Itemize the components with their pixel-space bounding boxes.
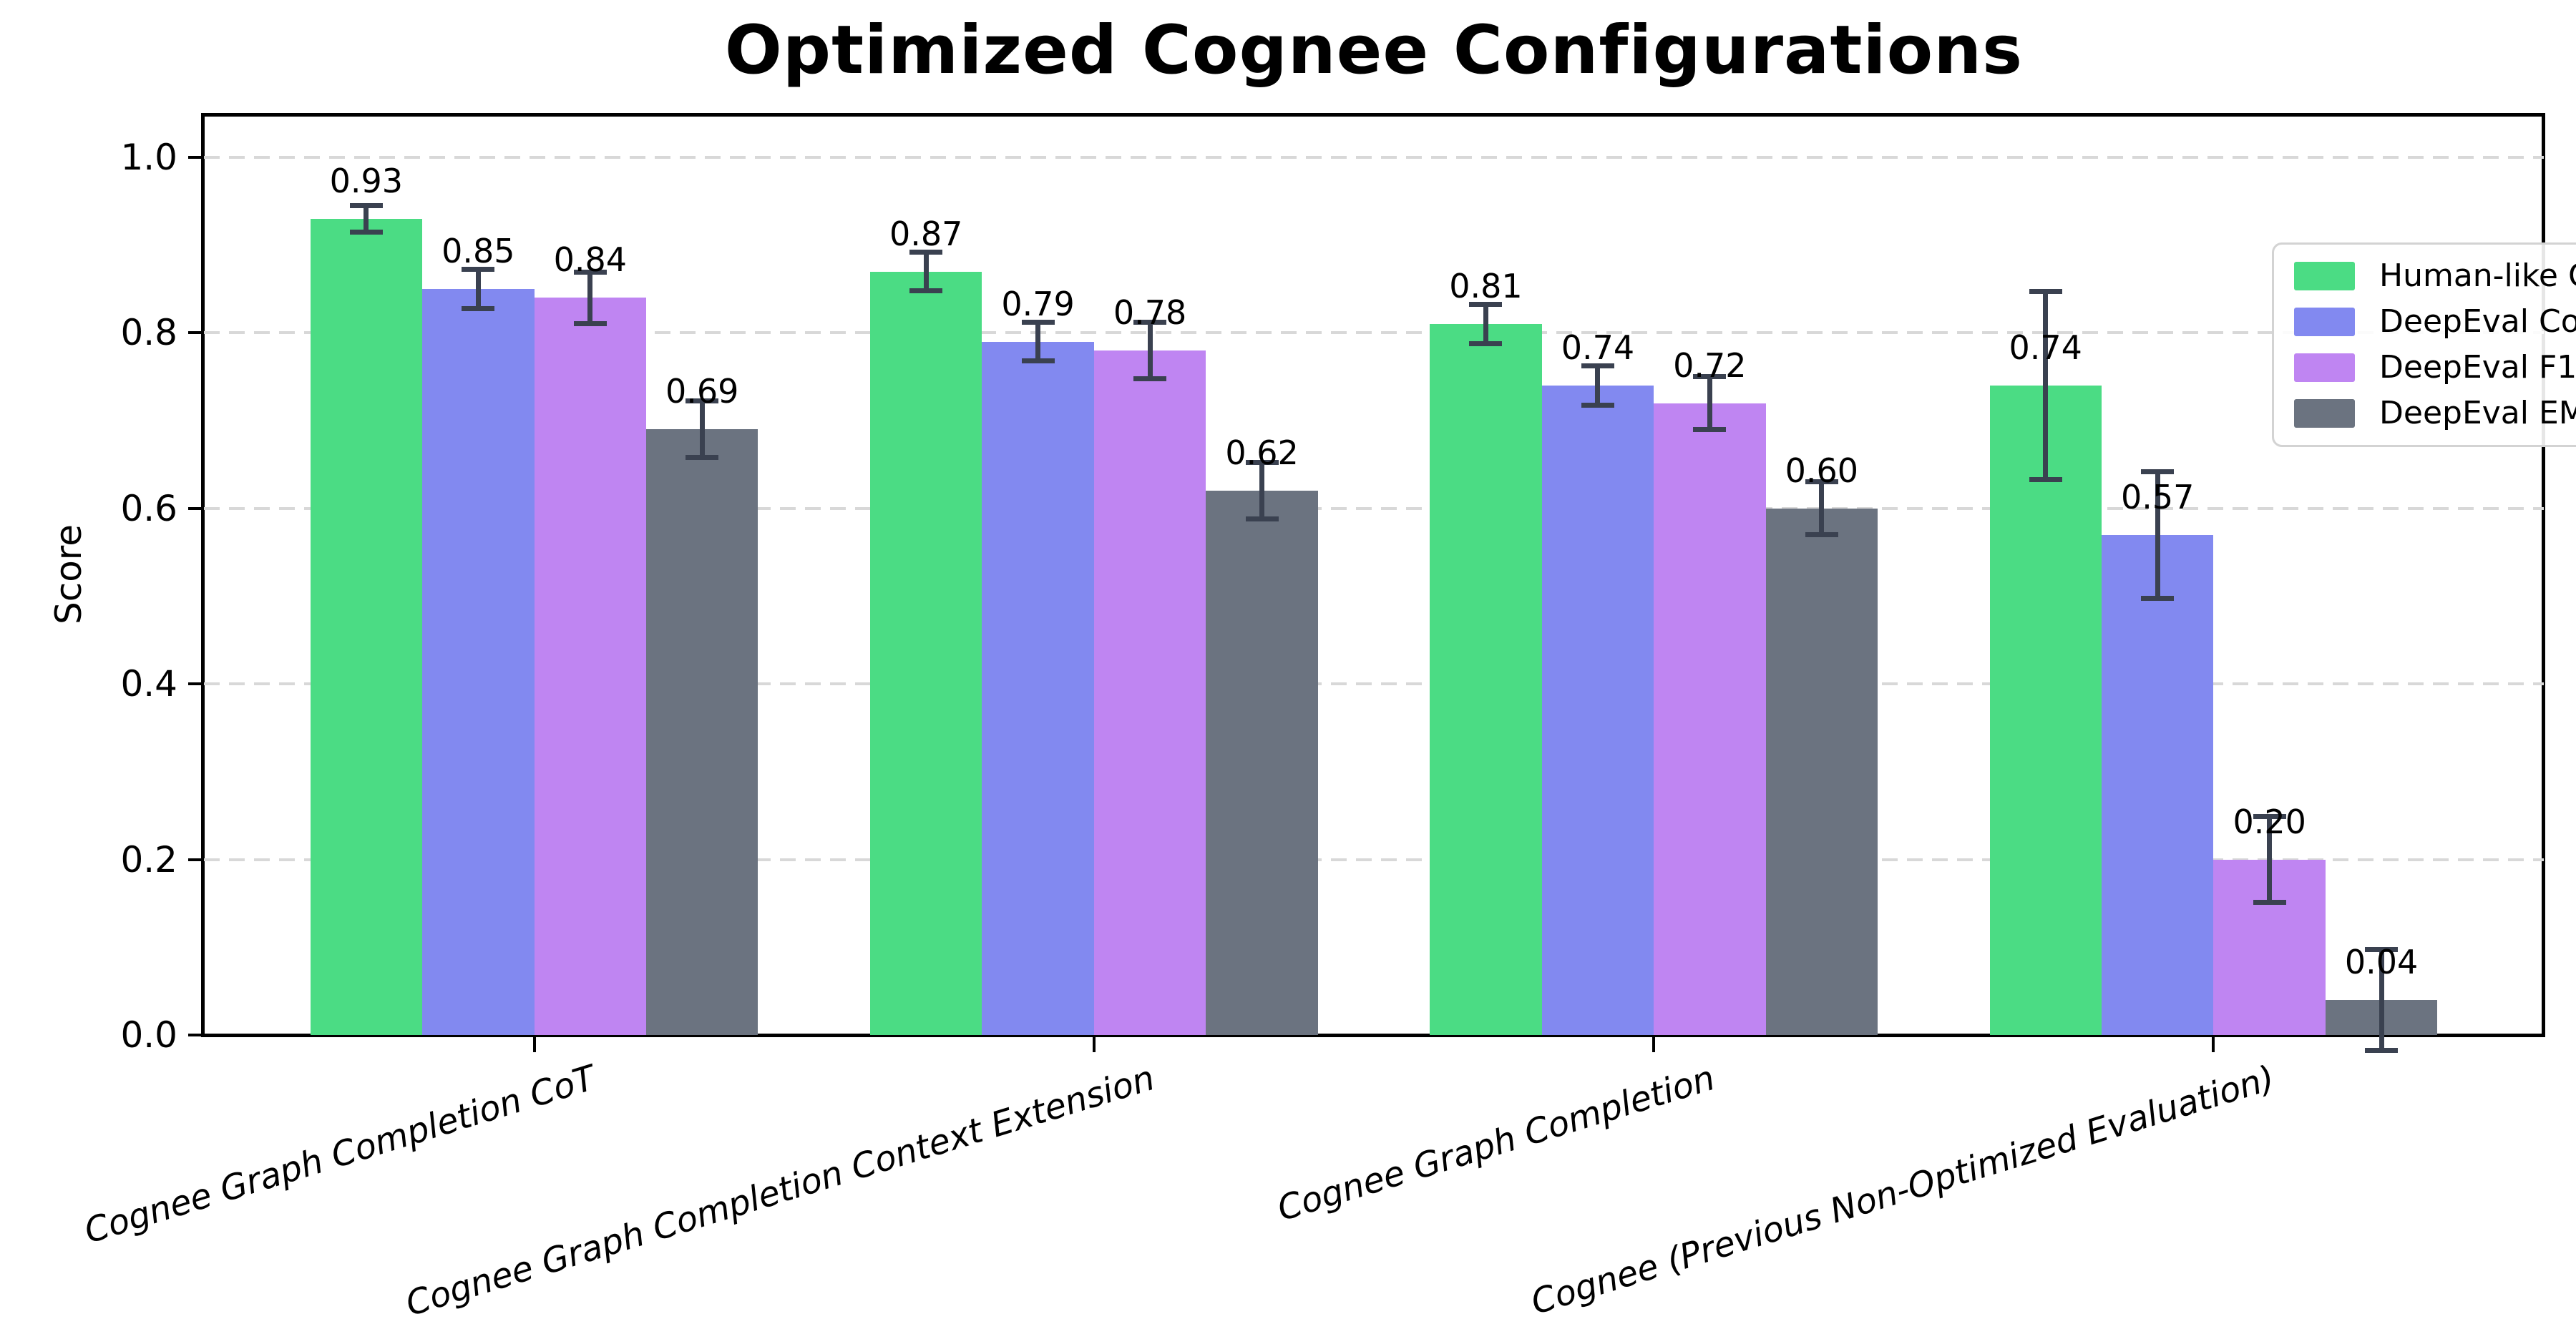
y-tick-label: 0.2 (0, 839, 177, 881)
y-tick-label: 0.8 (0, 312, 177, 353)
error-bar-stem (924, 250, 929, 293)
x-tick-label: Cognee Graph Completion (1272, 1058, 1719, 1229)
legend-swatch (2294, 399, 2355, 428)
bar (1206, 491, 1317, 1035)
legend-label: DeepEval F1 (2379, 350, 2576, 385)
legend: Human-like Correctness DeepEval Correctne… (2272, 242, 2576, 447)
x-tick (2212, 1036, 2215, 1052)
bar (2102, 535, 2213, 1035)
error-bar-cap-bottom (2141, 596, 2174, 601)
error-bar-cap-bottom (2029, 477, 2062, 482)
error-bar-stem (1483, 302, 1488, 345)
error-bar-cap-bottom (1693, 427, 1726, 432)
x-tick (533, 1036, 536, 1052)
y-tick-label: 0.0 (0, 1014, 177, 1056)
error-bar-cap-bottom (1246, 516, 1279, 521)
y-tick-label: 0.6 (0, 488, 177, 529)
legend-item: DeepEval EM (2294, 396, 2576, 431)
legend-item: DeepEval F1 (2294, 350, 2576, 385)
bar-value-label: 0.20 (2184, 803, 2356, 841)
error-bar-cap-bottom (2365, 1048, 2398, 1053)
error-bar-cap-bottom (909, 288, 942, 293)
bar (311, 219, 422, 1035)
bar-value-label: 0.69 (616, 372, 788, 411)
legend-item: DeepEval Correctness (2294, 305, 2576, 339)
bar-value-label: 0.81 (1400, 267, 1571, 305)
bar-value-label: 0.87 (840, 215, 1012, 253)
error-bar-cap-bottom (574, 321, 607, 326)
bar-value-label: 0.78 (1064, 293, 1236, 332)
error-bar-stem (1035, 320, 1040, 363)
bar-value-label: 0.60 (1736, 451, 1908, 490)
bar (1430, 324, 1541, 1035)
bar-value-label: 0.84 (504, 240, 676, 279)
legend-swatch (2294, 308, 2355, 336)
bar (870, 272, 982, 1035)
legend-label: DeepEval Correctness (2379, 305, 2576, 339)
error-bar (2029, 289, 2062, 482)
legend-item: Human-like Correctness (2294, 259, 2576, 293)
legend-label: Human-like Correctness (2379, 259, 2576, 293)
chart-title: Optimized Cognee Configurations (204, 11, 2544, 89)
legend-label: DeepEval EM (2379, 396, 2576, 431)
error-bar (1581, 363, 1614, 407)
bar (1654, 403, 1765, 1035)
legend-swatch (2294, 353, 2355, 382)
bar-value-label: 0.57 (2072, 478, 2243, 516)
error-bar-stem (476, 267, 481, 310)
error-bar-cap-bottom (1805, 532, 1838, 537)
y-tick (188, 331, 204, 334)
y-axis-label: Score (48, 524, 89, 624)
error-bar-cap-bottom (1469, 341, 1502, 346)
gridline (204, 156, 2544, 159)
error-bar-cap-bottom (686, 455, 718, 460)
y-tick (188, 156, 204, 159)
bar (646, 429, 758, 1035)
error-bar (462, 267, 494, 310)
x-tick (1652, 1036, 1655, 1052)
error-bar-cap-bottom (1022, 358, 1055, 363)
error-bar (1469, 302, 1502, 345)
error-bar (1022, 320, 1055, 363)
bar-value-label: 0.93 (280, 162, 452, 200)
error-bar-stem (1595, 363, 1600, 407)
error-bar-stem (2043, 289, 2048, 482)
bar (1542, 386, 1654, 1035)
bar-value-label: 0.72 (1624, 346, 1795, 385)
bar (422, 289, 534, 1035)
y-tick-label: 1.0 (0, 137, 177, 178)
error-bar (909, 250, 942, 293)
error-bar-cap-top (2029, 289, 2062, 294)
error-bar (350, 203, 383, 235)
bar-value-label: 0.04 (2296, 943, 2467, 981)
y-tick (188, 682, 204, 685)
x-tick (1093, 1036, 1096, 1052)
error-bar-cap-bottom (462, 306, 494, 311)
error-bar-cap-bottom (1133, 376, 1166, 381)
figure: Optimized Cognee Configurations Score 0.… (0, 0, 2576, 1288)
error-bar-cap-bottom (350, 230, 383, 235)
y-tick (188, 858, 204, 861)
bar (1766, 509, 1878, 1035)
bar-value-label: 0.62 (1176, 433, 1348, 472)
y-tick-label: 0.4 (0, 663, 177, 705)
error-bar-cap-top (2141, 469, 2174, 474)
bar-value-label: 0.74 (1960, 328, 2132, 367)
error-bar-cap-top (350, 203, 383, 208)
legend-swatch (2294, 262, 2355, 290)
y-tick (188, 507, 204, 510)
error-bar-cap-bottom (2253, 900, 2286, 905)
y-tick (188, 1034, 204, 1036)
bar (982, 342, 1093, 1035)
error-bar-cap-bottom (1581, 403, 1614, 408)
x-tick-label: Cognee Graph Completion CoT (79, 1058, 600, 1252)
